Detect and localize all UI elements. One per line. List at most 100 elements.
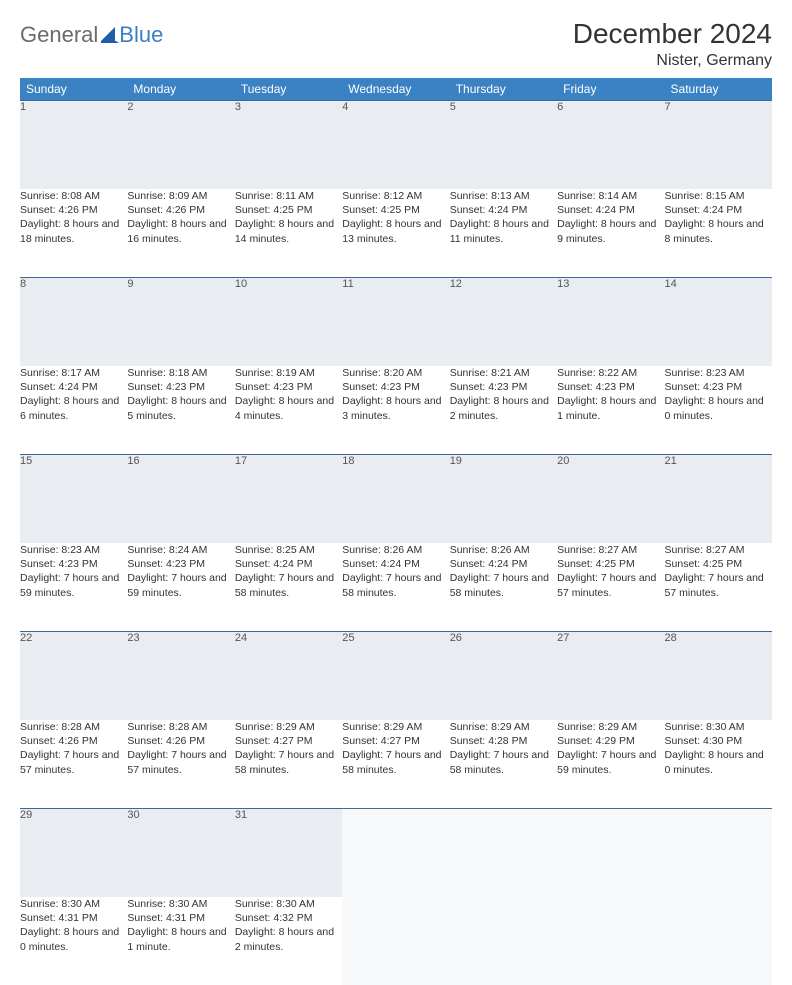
sunrise-line: Sunrise: 8:23 AM [20,543,127,557]
sunset-line: Sunset: 4:24 PM [665,203,772,217]
day-number-cell: 15 [20,455,127,544]
day-number-cell: 28 [665,632,772,721]
daylight-line: Daylight: 8 hours and 2 minutes. [450,394,557,422]
sunset-line: Sunset: 4:26 PM [20,203,127,217]
day-number-cell: 23 [127,632,234,721]
calendar-table: SundayMondayTuesdayWednesdayThursdayFrid… [20,78,772,985]
sunrise-line: Sunrise: 8:18 AM [127,366,234,380]
weekday-header: Tuesday [235,78,342,101]
day-content-cell: Sunrise: 8:30 AMSunset: 4:31 PMDaylight:… [127,897,234,985]
day-content-row: Sunrise: 8:30 AMSunset: 4:31 PMDaylight:… [20,897,772,985]
daylight-line: Daylight: 8 hours and 18 minutes. [20,217,127,245]
day-content-cell [665,897,772,985]
day-content-cell: Sunrise: 8:23 AMSunset: 4:23 PMDaylight:… [665,366,772,455]
day-number-cell: 3 [235,101,342,190]
sunrise-line: Sunrise: 8:28 AM [127,720,234,734]
daylight-line: Daylight: 8 hours and 4 minutes. [235,394,342,422]
sunrise-line: Sunrise: 8:24 AM [127,543,234,557]
daylight-line: Daylight: 7 hours and 59 minutes. [127,571,234,599]
sunrise-line: Sunrise: 8:15 AM [665,189,772,203]
daylight-line: Daylight: 8 hours and 0 minutes. [20,925,127,953]
day-content-cell: Sunrise: 8:29 AMSunset: 4:28 PMDaylight:… [450,720,557,809]
day-content-cell: Sunrise: 8:13 AMSunset: 4:24 PMDaylight:… [450,189,557,278]
day-content-row: Sunrise: 8:28 AMSunset: 4:26 PMDaylight:… [20,720,772,809]
sunset-line: Sunset: 4:25 PM [342,203,449,217]
day-number-cell: 7 [665,101,772,190]
sunset-line: Sunset: 4:26 PM [127,734,234,748]
day-number-cell: 8 [20,278,127,367]
day-number-cell: 16 [127,455,234,544]
sunset-line: Sunset: 4:24 PM [450,203,557,217]
sunset-line: Sunset: 4:28 PM [450,734,557,748]
daylight-line: Daylight: 8 hours and 1 minute. [127,925,234,953]
daylight-line: Daylight: 8 hours and 8 minutes. [665,217,772,245]
day-number-row: 22232425262728 [20,632,772,721]
logo: General Blue [20,18,163,48]
daylight-line: Daylight: 7 hours and 58 minutes. [342,571,449,599]
day-content-cell: Sunrise: 8:20 AMSunset: 4:23 PMDaylight:… [342,366,449,455]
day-number-cell: 29 [20,809,127,898]
day-number-cell: 19 [450,455,557,544]
day-content-cell: Sunrise: 8:22 AMSunset: 4:23 PMDaylight:… [557,366,664,455]
daylight-line: Daylight: 7 hours and 57 minutes. [127,748,234,776]
day-number-cell: 13 [557,278,664,367]
sunset-line: Sunset: 4:26 PM [20,734,127,748]
day-number-cell: 20 [557,455,664,544]
sunset-line: Sunset: 4:25 PM [557,557,664,571]
day-content-cell: Sunrise: 8:29 AMSunset: 4:27 PMDaylight:… [342,720,449,809]
day-content-cell: Sunrise: 8:28 AMSunset: 4:26 PMDaylight:… [127,720,234,809]
day-number-cell: 26 [450,632,557,721]
daylight-line: Daylight: 7 hours and 58 minutes. [450,748,557,776]
day-content-cell: Sunrise: 8:24 AMSunset: 4:23 PMDaylight:… [127,543,234,632]
sunrise-line: Sunrise: 8:19 AM [235,366,342,380]
sunset-line: Sunset: 4:30 PM [665,734,772,748]
logo-sail-icon [101,27,119,43]
day-number-cell [342,809,449,898]
day-number-row: 891011121314 [20,278,772,367]
daylight-line: Daylight: 8 hours and 0 minutes. [665,748,772,776]
day-content-cell: Sunrise: 8:11 AMSunset: 4:25 PMDaylight:… [235,189,342,278]
month-title: December 2024 [573,18,772,50]
day-number-cell: 31 [235,809,342,898]
sunset-line: Sunset: 4:23 PM [450,380,557,394]
day-number-cell: 21 [665,455,772,544]
day-content-cell: Sunrise: 8:27 AMSunset: 4:25 PMDaylight:… [557,543,664,632]
daylight-line: Daylight: 7 hours and 58 minutes. [235,748,342,776]
day-content-cell: Sunrise: 8:12 AMSunset: 4:25 PMDaylight:… [342,189,449,278]
day-content-cell: Sunrise: 8:30 AMSunset: 4:30 PMDaylight:… [665,720,772,809]
sunset-line: Sunset: 4:23 PM [127,380,234,394]
daylight-line: Daylight: 7 hours and 57 minutes. [20,748,127,776]
sunrise-line: Sunrise: 8:22 AM [557,366,664,380]
day-content-cell: Sunrise: 8:08 AMSunset: 4:26 PMDaylight:… [20,189,127,278]
sunrise-line: Sunrise: 8:26 AM [342,543,449,557]
day-content-cell: Sunrise: 8:29 AMSunset: 4:29 PMDaylight:… [557,720,664,809]
weekday-header: Saturday [665,78,772,101]
sunset-line: Sunset: 4:29 PM [557,734,664,748]
sunset-line: Sunset: 4:23 PM [342,380,449,394]
sunrise-line: Sunrise: 8:29 AM [450,720,557,734]
sunrise-line: Sunrise: 8:28 AM [20,720,127,734]
daylight-line: Daylight: 7 hours and 57 minutes. [665,571,772,599]
day-content-cell: Sunrise: 8:18 AMSunset: 4:23 PMDaylight:… [127,366,234,455]
day-number-cell: 18 [342,455,449,544]
sunrise-line: Sunrise: 8:21 AM [450,366,557,380]
day-number-cell: 10 [235,278,342,367]
day-number-cell: 9 [127,278,234,367]
sunrise-line: Sunrise: 8:29 AM [342,720,449,734]
sunset-line: Sunset: 4:23 PM [235,380,342,394]
sunrise-line: Sunrise: 8:14 AM [557,189,664,203]
daylight-line: Daylight: 8 hours and 9 minutes. [557,217,664,245]
sunset-line: Sunset: 4:31 PM [20,911,127,925]
sunset-line: Sunset: 4:24 PM [557,203,664,217]
daylight-line: Daylight: 8 hours and 13 minutes. [342,217,449,245]
sunrise-line: Sunrise: 8:25 AM [235,543,342,557]
day-content-cell: Sunrise: 8:09 AMSunset: 4:26 PMDaylight:… [127,189,234,278]
day-number-cell [557,809,664,898]
sunrise-line: Sunrise: 8:13 AM [450,189,557,203]
sunset-line: Sunset: 4:25 PM [235,203,342,217]
daylight-line: Daylight: 8 hours and 0 minutes. [665,394,772,422]
day-content-cell: Sunrise: 8:17 AMSunset: 4:24 PMDaylight:… [20,366,127,455]
day-number-cell: 12 [450,278,557,367]
page-header: General Blue December 2024 Nister, Germa… [20,18,772,70]
daylight-line: Daylight: 7 hours and 59 minutes. [20,571,127,599]
